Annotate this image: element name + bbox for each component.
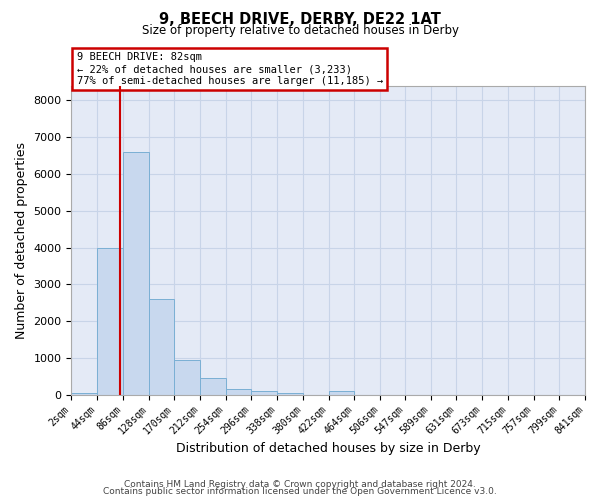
Bar bbox=[251, 391, 277, 394]
Bar bbox=[97, 248, 123, 394]
Text: 9 BEECH DRIVE: 82sqm
← 22% of detached houses are smaller (3,233)
77% of semi-de: 9 BEECH DRIVE: 82sqm ← 22% of detached h… bbox=[77, 52, 383, 86]
Text: 9, BEECH DRIVE, DERBY, DE22 1AT: 9, BEECH DRIVE, DERBY, DE22 1AT bbox=[159, 12, 441, 28]
X-axis label: Distribution of detached houses by size in Derby: Distribution of detached houses by size … bbox=[176, 442, 481, 455]
Bar bbox=[277, 393, 303, 394]
Bar bbox=[200, 378, 226, 394]
Y-axis label: Number of detached properties: Number of detached properties bbox=[15, 142, 28, 338]
Bar bbox=[226, 389, 251, 394]
Bar bbox=[149, 299, 174, 394]
Bar bbox=[123, 152, 149, 394]
Bar bbox=[329, 391, 354, 394]
Bar bbox=[71, 393, 97, 394]
Text: Contains public sector information licensed under the Open Government Licence v3: Contains public sector information licen… bbox=[103, 488, 497, 496]
Text: Size of property relative to detached houses in Derby: Size of property relative to detached ho… bbox=[142, 24, 458, 37]
Text: Contains HM Land Registry data © Crown copyright and database right 2024.: Contains HM Land Registry data © Crown c… bbox=[124, 480, 476, 489]
Bar bbox=[174, 360, 200, 394]
